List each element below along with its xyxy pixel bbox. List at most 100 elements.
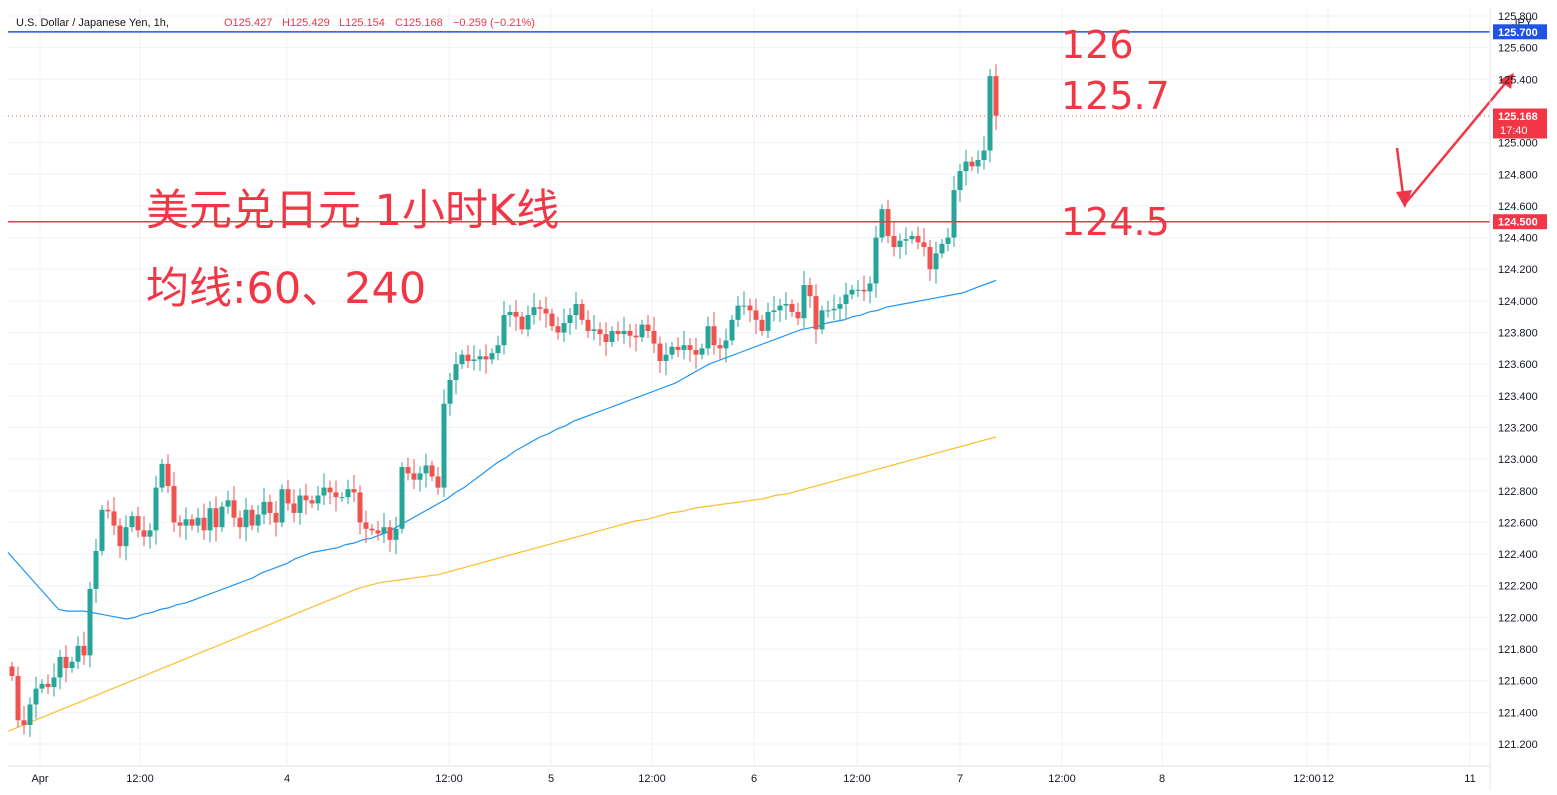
candle — [471, 345, 477, 371]
candle — [945, 228, 951, 252]
candle-body — [789, 304, 795, 312]
candle — [687, 338, 693, 362]
candle-body — [165, 463, 171, 487]
candle — [123, 515, 129, 561]
candle-body — [297, 495, 303, 513]
candle — [753, 298, 759, 335]
candle — [795, 302, 801, 326]
candle-body — [921, 242, 927, 248]
time-tick-label: 7 — [957, 773, 963, 785]
level-124-5-label: 124.5 — [1061, 200, 1170, 244]
support-price: 124.500 — [1498, 217, 1538, 229]
candle — [933, 241, 939, 284]
candle — [387, 520, 393, 552]
candle-body — [333, 492, 339, 498]
candle — [651, 316, 657, 354]
price-tick-label: 123.800 — [1498, 328, 1538, 340]
symbol-title: U.S. Dollar / Japanese Yen, 1h, — [16, 17, 169, 29]
candle-body — [459, 354, 465, 365]
price-tick-label: 122.600 — [1498, 517, 1538, 529]
candle — [873, 225, 879, 298]
candle-body — [981, 150, 987, 161]
chart-annotation-title: 美元兑日元 1小时K线 — [146, 186, 559, 236]
candle — [393, 516, 399, 555]
candle — [705, 316, 711, 356]
candle-body — [9, 666, 15, 676]
candle — [579, 299, 585, 325]
candle-body — [705, 326, 711, 349]
level-125-7-label: 125.7 — [1061, 74, 1170, 118]
level-lines[interactable] — [8, 0, 1490, 223]
close-value: C125.168 — [395, 17, 443, 29]
candle — [333, 480, 339, 512]
candle-body — [321, 487, 327, 496]
candle — [279, 484, 285, 528]
candle-body — [285, 489, 291, 504]
candle — [573, 292, 579, 330]
candle — [411, 459, 417, 490]
candle — [615, 321, 621, 342]
candle — [369, 524, 375, 536]
candle-body — [207, 508, 213, 531]
candle-body — [771, 310, 777, 312]
candle-body — [591, 329, 597, 331]
candle — [147, 523, 153, 549]
price-tick-label: 122.400 — [1498, 549, 1538, 561]
price-tick-label: 123.600 — [1498, 359, 1538, 371]
candle — [339, 492, 345, 502]
candle — [627, 323, 633, 348]
candle — [69, 656, 75, 673]
candle — [141, 516, 147, 547]
candle — [561, 308, 567, 343]
candle — [555, 316, 561, 340]
candle-body — [465, 354, 471, 362]
candle-body — [723, 340, 729, 349]
grid — [8, 8, 1490, 766]
time-axis[interactable]: Apr 12:00 4 12:00 5 12:00 6 12:00 7 12:00 8 12:00 11… — [8, 765, 1490, 785]
candle — [843, 282, 849, 319]
candle-body — [495, 345, 501, 354]
candle-body — [663, 354, 669, 362]
candle — [117, 518, 123, 559]
candle — [723, 328, 729, 363]
candle-body — [69, 661, 75, 669]
candle — [609, 326, 615, 347]
candle — [957, 163, 963, 202]
candle-body — [855, 289, 861, 291]
candle — [171, 471, 177, 532]
candle — [159, 459, 165, 493]
candle-body — [561, 323, 567, 333]
price-tick-label: 123.400 — [1498, 391, 1538, 403]
candle-body — [837, 304, 843, 309]
price-tick-label: 121.600 — [1498, 676, 1538, 688]
bar-countdown: 17:40 — [1500, 125, 1528, 137]
candle-body — [483, 356, 489, 360]
candle-body — [951, 190, 957, 238]
candle-body — [99, 509, 105, 551]
candle — [231, 486, 237, 528]
price-tick-label: 125.000 — [1498, 138, 1538, 150]
candle-body — [747, 305, 753, 311]
candle-body — [669, 346, 675, 355]
candle-body — [957, 171, 963, 191]
candle — [405, 457, 411, 481]
candle — [435, 467, 441, 495]
candle-body — [573, 304, 579, 316]
candle-body — [183, 519, 189, 526]
candle-body — [699, 348, 705, 355]
candle — [879, 204, 885, 243]
support-price-tag: 124.500 — [1493, 214, 1547, 230]
candle-body — [33, 688, 39, 705]
candle-body — [777, 305, 783, 311]
price-axis[interactable]: JPY 125.800125.600125.400125.000124.8001… — [1489, 8, 1538, 790]
candle-body — [525, 315, 531, 330]
time-tick-label: 12:00 — [638, 773, 666, 785]
candle — [285, 479, 291, 511]
candle-body — [879, 209, 885, 238]
candle-body — [123, 527, 129, 547]
price-tick-label: 122.000 — [1498, 612, 1538, 624]
candle-body — [303, 495, 309, 501]
candle — [447, 372, 453, 416]
